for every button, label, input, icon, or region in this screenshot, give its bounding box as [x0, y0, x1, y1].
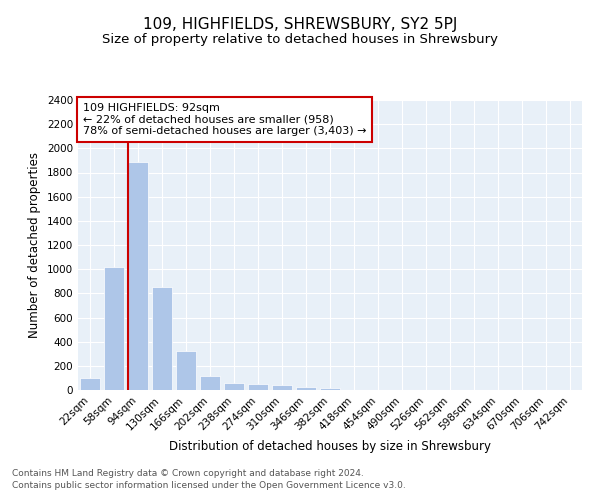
Bar	[248, 384, 268, 390]
Text: Size of property relative to detached houses in Shrewsbury: Size of property relative to detached ho…	[102, 32, 498, 46]
X-axis label: Distribution of detached houses by size in Shrewsbury: Distribution of detached houses by size …	[169, 440, 491, 453]
Bar	[128, 162, 148, 390]
Bar	[224, 384, 244, 390]
Text: 109, HIGHFIELDS, SHREWSBURY, SY2 5PJ: 109, HIGHFIELDS, SHREWSBURY, SY2 5PJ	[143, 18, 457, 32]
Text: 109 HIGHFIELDS: 92sqm
← 22% of detached houses are smaller (958)
78% of semi-det: 109 HIGHFIELDS: 92sqm ← 22% of detached …	[83, 103, 367, 136]
Bar	[272, 385, 292, 390]
Bar	[176, 350, 196, 390]
Bar	[80, 378, 100, 390]
Y-axis label: Number of detached properties: Number of detached properties	[28, 152, 41, 338]
Text: Contains public sector information licensed under the Open Government Licence v3: Contains public sector information licen…	[12, 481, 406, 490]
Text: Contains HM Land Registry data © Crown copyright and database right 2024.: Contains HM Land Registry data © Crown c…	[12, 468, 364, 477]
Bar	[104, 267, 124, 390]
Bar	[320, 388, 340, 390]
Bar	[152, 286, 172, 390]
Bar	[200, 376, 220, 390]
Bar	[296, 387, 316, 390]
